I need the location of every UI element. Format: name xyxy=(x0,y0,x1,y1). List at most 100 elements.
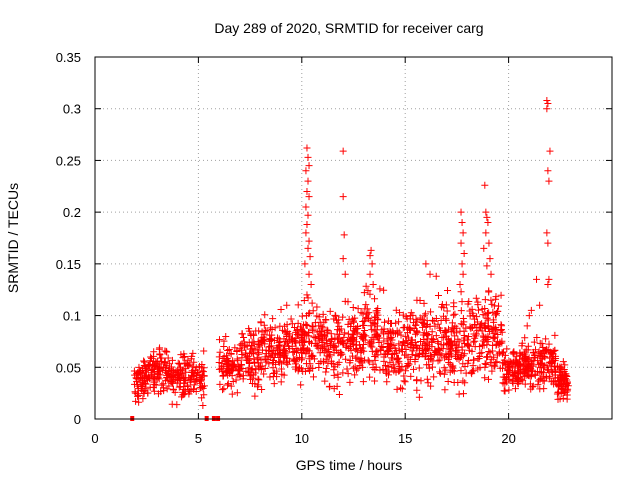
data-point xyxy=(305,332,313,340)
data-point xyxy=(346,357,354,365)
y-tick-label: 0.1 xyxy=(63,309,81,324)
data-point xyxy=(299,345,307,353)
data-point xyxy=(559,394,567,402)
data-point xyxy=(563,391,571,399)
data-point xyxy=(197,384,205,392)
data-point xyxy=(300,297,308,305)
data-point xyxy=(269,315,277,323)
data-point xyxy=(315,313,323,321)
data-point xyxy=(442,315,450,323)
data-point xyxy=(219,372,227,380)
data-point xyxy=(446,345,454,353)
data-point xyxy=(548,368,556,376)
data-point xyxy=(288,342,296,350)
data-point xyxy=(228,372,236,380)
data-point xyxy=(236,373,244,381)
data-point xyxy=(189,349,197,357)
data-point xyxy=(227,382,235,390)
data-point xyxy=(524,355,532,363)
data-point-peak xyxy=(301,260,309,268)
data-point xyxy=(486,359,494,367)
data-point xyxy=(460,331,468,339)
data-point xyxy=(371,295,379,303)
data-point xyxy=(479,337,487,345)
data-point xyxy=(406,325,414,333)
data-point xyxy=(227,350,235,358)
data-point xyxy=(140,357,148,365)
data-point xyxy=(499,350,507,358)
data-point xyxy=(478,342,486,350)
data-point xyxy=(139,387,147,395)
data-point xyxy=(365,315,373,323)
data-point xyxy=(180,359,188,367)
data-point-peak xyxy=(303,144,311,152)
data-point xyxy=(268,348,276,356)
data-point xyxy=(561,361,569,369)
data-point xyxy=(195,376,203,384)
data-point xyxy=(436,356,444,364)
data-point xyxy=(309,352,317,360)
data-point xyxy=(504,360,512,368)
data-point xyxy=(524,346,532,354)
data-point-peak xyxy=(525,312,533,320)
data-point xyxy=(343,342,351,350)
data-point-peak xyxy=(480,244,488,252)
data-point xyxy=(499,379,507,387)
data-point xyxy=(152,363,160,371)
data-point xyxy=(184,382,192,390)
data-point xyxy=(349,333,357,341)
data-point xyxy=(474,365,482,373)
data-point xyxy=(459,360,467,368)
data-point xyxy=(434,291,442,299)
data-point xyxy=(448,319,456,327)
data-point xyxy=(499,364,507,372)
data-point xyxy=(308,339,316,347)
data-point xyxy=(457,320,465,328)
data-point xyxy=(409,347,417,355)
data-point xyxy=(487,296,495,304)
data-point xyxy=(430,351,438,359)
x-tick-label: 5 xyxy=(195,431,202,446)
data-point xyxy=(296,364,304,372)
data-point xyxy=(298,354,306,362)
data-point xyxy=(362,301,370,309)
y-tick-label: 0.15 xyxy=(56,257,81,272)
data-point xyxy=(319,310,327,318)
data-point-peak xyxy=(458,260,466,268)
data-point xyxy=(412,341,420,349)
data-point xyxy=(310,333,318,341)
data-point xyxy=(560,368,568,376)
data-point xyxy=(539,373,547,381)
data-point xyxy=(218,367,226,375)
data-point xyxy=(133,370,141,378)
data-point xyxy=(417,338,425,346)
data-point xyxy=(313,303,321,311)
data-point xyxy=(474,298,482,306)
data-point xyxy=(530,338,538,346)
data-point xyxy=(484,323,492,331)
data-point xyxy=(478,305,486,313)
data-point xyxy=(340,333,348,341)
data-point xyxy=(450,367,458,375)
data-point xyxy=(440,364,448,372)
data-point xyxy=(292,363,300,371)
data-point xyxy=(135,398,143,406)
data-point xyxy=(353,354,361,362)
data-point xyxy=(526,365,534,373)
x-tick-label: 15 xyxy=(398,431,412,446)
data-point xyxy=(172,367,180,375)
data-point xyxy=(466,312,474,320)
data-point-peak xyxy=(544,239,552,247)
data-point xyxy=(462,369,470,377)
data-point xyxy=(419,323,427,331)
data-point xyxy=(438,303,446,311)
data-point xyxy=(132,397,140,405)
data-point xyxy=(347,340,355,348)
data-point xyxy=(330,371,338,379)
data-point xyxy=(239,372,247,380)
data-point xyxy=(282,359,290,367)
data-point xyxy=(416,296,424,304)
data-point xyxy=(463,341,471,349)
data-point xyxy=(231,344,239,352)
data-point xyxy=(416,314,424,322)
